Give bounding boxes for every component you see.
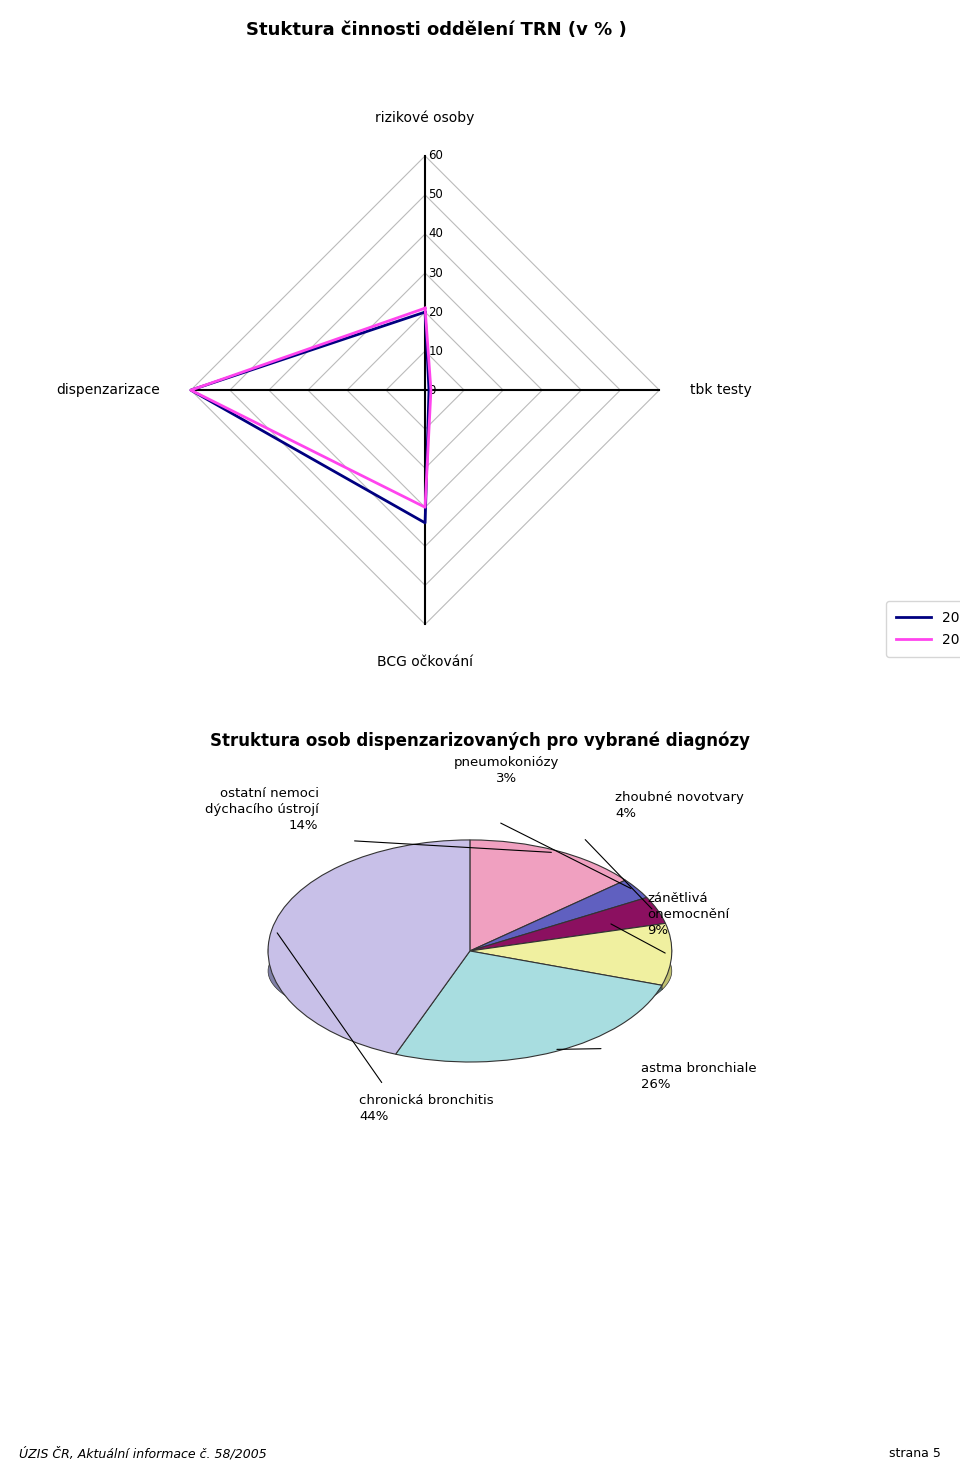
2003	[420, 303, 431, 321]
Wedge shape	[469, 840, 626, 950]
Title: Stuktura činnosti oddělení TRN (v % ): Stuktura činnosti oddělení TRN (v % )	[247, 21, 627, 38]
Text: BCG očkování: BCG očkování	[377, 655, 473, 670]
2004	[420, 498, 431, 516]
2004	[420, 299, 431, 316]
Text: zánětlivá
onemocnění
9%: zánětlivá onemocnění 9%	[648, 893, 730, 937]
Text: 40: 40	[428, 228, 444, 241]
Polygon shape	[661, 936, 672, 990]
Polygon shape	[626, 912, 647, 941]
2003	[420, 514, 431, 532]
Text: strana 5: strana 5	[889, 1447, 941, 1460]
2003	[420, 303, 431, 321]
Text: 60: 60	[428, 149, 444, 163]
Text: 20: 20	[428, 306, 444, 319]
Wedge shape	[469, 924, 672, 986]
Polygon shape	[396, 970, 661, 1032]
Polygon shape	[268, 890, 469, 1027]
Text: tbk testy: tbk testy	[690, 383, 752, 398]
Text: rizikové osoby: rizikové osoby	[375, 111, 475, 126]
Text: chronická bronchitis
44%: chronická bronchitis 44%	[359, 1094, 493, 1123]
Polygon shape	[469, 890, 626, 933]
Text: 30: 30	[428, 266, 444, 279]
Text: astma bronchiale
26%: astma bronchiale 26%	[641, 1061, 757, 1091]
Text: pneumokoniózy
3%: pneumokoniózy 3%	[453, 757, 559, 785]
Text: dispenzarizace: dispenzarizace	[57, 383, 160, 398]
Text: 10: 10	[428, 344, 444, 358]
Text: 50: 50	[428, 188, 444, 201]
Wedge shape	[469, 897, 665, 950]
2004	[420, 299, 431, 316]
Text: Struktura osob dispenzarizovaných pro vybrané diagnózy: Struktura osob dispenzarizovaných pro vy…	[210, 732, 750, 751]
Text: ostatní nemoci
dýchacího ústrojí
14%: ostatní nemoci dýchacího ústrojí 14%	[204, 788, 319, 832]
Wedge shape	[396, 950, 661, 1063]
2003	[185, 381, 197, 399]
2004	[425, 381, 437, 399]
Wedge shape	[268, 840, 469, 1054]
Line: 2003: 2003	[191, 312, 429, 523]
2003	[423, 381, 435, 399]
2004	[185, 381, 197, 399]
Line: 2004: 2004	[191, 307, 431, 507]
Wedge shape	[469, 881, 647, 950]
Legend: 2003, 2004: 2003, 2004	[886, 602, 960, 656]
Text: ÚZIS ČR, Aktuální informace č. 58/2005: ÚZIS ČR, Aktuální informace č. 58/2005	[19, 1447, 267, 1460]
Text: zhoubné novotvary
4%: zhoubné novotvary 4%	[615, 791, 744, 820]
Polygon shape	[647, 922, 665, 956]
Text: 0: 0	[428, 384, 436, 396]
